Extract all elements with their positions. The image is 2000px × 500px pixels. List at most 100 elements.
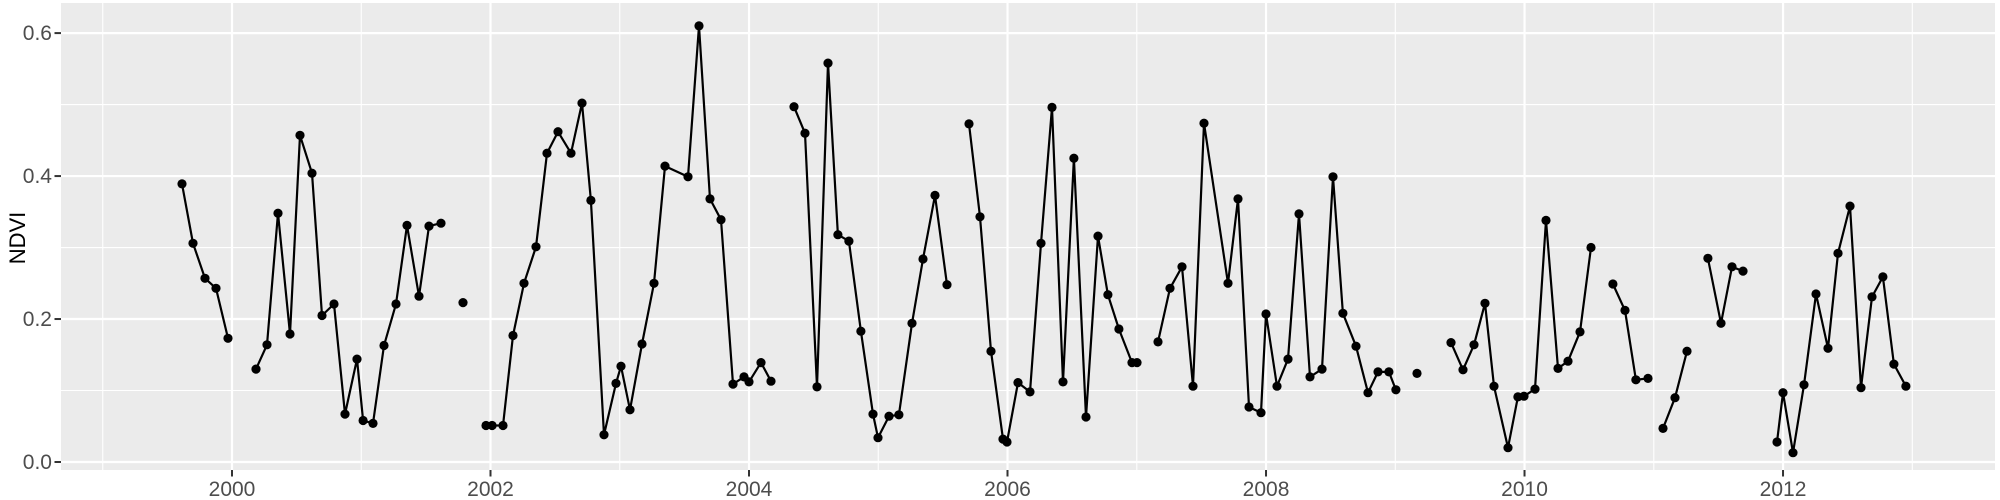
data-point [519,278,529,288]
x-tick-label: 2004 [726,478,773,500]
data-point [907,318,917,328]
y-tick-label: 0.0 [23,451,52,474]
series-line-segment [1156,122,1398,414]
data-point [812,382,822,392]
data-point [1058,377,1068,387]
x-tick-label: 2010 [1501,478,1548,500]
data-point [649,278,659,288]
data-point [1503,443,1513,453]
data-point [402,220,412,230]
y-tick-label: 0.4 [23,165,53,188]
data-point [625,405,635,415]
data-point [1631,375,1641,385]
data-point [200,273,210,283]
data-point [1563,356,1573,366]
data-point [586,195,596,205]
data-point [1727,262,1737,272]
data-point [391,299,401,309]
data-point [683,172,693,182]
data-point [273,208,283,218]
data-point [1199,118,1209,128]
data-point [894,410,904,420]
data-point [694,21,704,31]
data-point [1620,305,1630,315]
data-point [1177,262,1187,272]
data-point [307,168,317,178]
data-point [1338,308,1348,318]
y-tick-label: 0.2 [23,308,52,331]
data-point [716,215,726,225]
data-point [329,299,339,309]
data-point [1811,289,1821,299]
data-point [414,291,424,301]
data-point [744,377,754,387]
data-point [1328,172,1338,182]
data-point [1188,381,1198,391]
data-point [1223,278,1233,288]
data-point [566,148,576,158]
data-point [1132,358,1142,368]
data-point [1670,393,1680,403]
data-point [285,329,295,339]
data-point [1845,201,1855,211]
data-point [340,409,350,419]
data-point [1036,238,1046,248]
data-point [884,411,894,421]
data-point [873,433,883,443]
data-point [1351,341,1361,351]
data-point [251,364,261,374]
x-tick-label: 2000 [209,478,256,500]
data-point [317,310,327,321]
data-point [660,161,670,171]
data-point [1889,359,1899,369]
data-point [1153,337,1163,347]
data-point [1878,272,1888,282]
data-point [379,340,389,351]
data-point [498,420,508,431]
data-point [1788,448,1798,458]
data-point [844,236,854,246]
data-point [1272,381,1282,391]
series-line-segment [1611,282,1650,381]
data-point [823,58,833,68]
data-point [1363,388,1373,398]
data-point [1047,102,1057,112]
data-point [1317,364,1327,374]
data-point [1738,266,1748,276]
data-point [1608,279,1618,289]
data-point [1412,368,1422,378]
plot-panel [61,3,1995,470]
data-point [1283,354,1293,364]
data-point [616,361,626,371]
data-point [1823,343,1833,353]
data-point [930,190,940,200]
data-point [1643,373,1653,383]
data-point [1384,367,1394,377]
data-point [705,194,715,204]
data-point [436,218,446,228]
data-point [868,409,878,419]
data-point [1165,283,1175,293]
data-point [1778,388,1788,398]
data-point [1446,338,1456,348]
data-point [1294,209,1304,219]
data-point [728,379,738,389]
data-point [1256,408,1266,418]
data-point [1261,309,1271,319]
data-point [177,179,187,189]
data-point [1901,381,1911,391]
data-point [508,330,518,341]
series-line-segment [1706,257,1745,325]
data-point [1703,253,1713,263]
data-point [833,230,843,240]
x-tick-label: 2008 [1243,478,1290,500]
data-point [368,418,378,428]
data-point [611,378,621,388]
data-point [1833,248,1843,258]
data-point [424,221,434,231]
data-point [553,127,563,137]
data-point [1469,340,1479,350]
data-point [599,430,609,440]
data-point [637,339,647,349]
